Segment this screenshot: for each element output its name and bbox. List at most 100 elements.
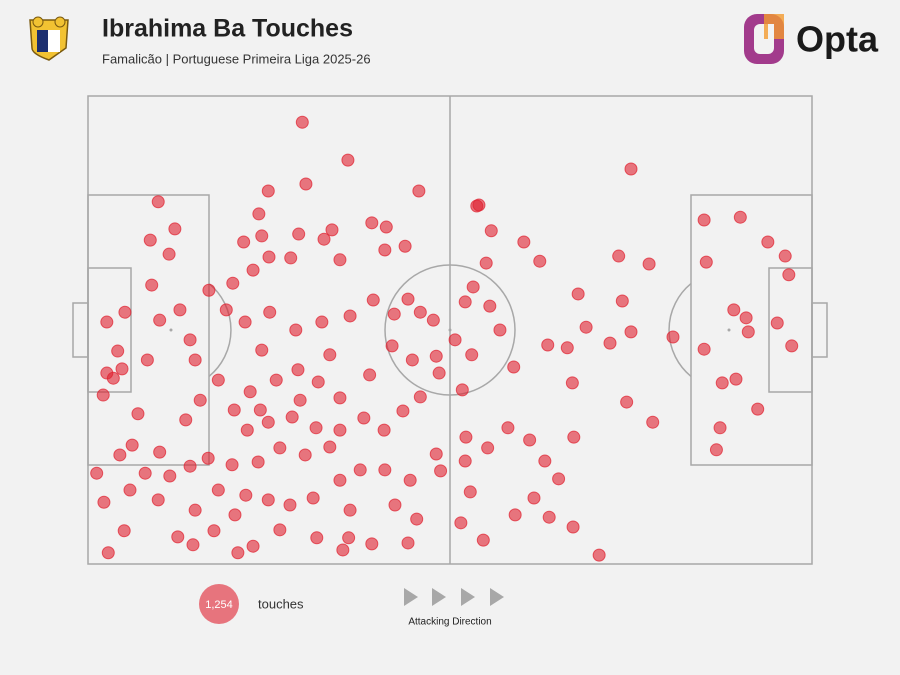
touch-point bbox=[413, 390, 427, 404]
touch-point bbox=[125, 438, 139, 452]
touch-point bbox=[311, 375, 325, 389]
touch-point bbox=[401, 536, 415, 550]
touch-point bbox=[413, 305, 427, 319]
touch-point bbox=[472, 198, 486, 212]
touch-point bbox=[624, 325, 638, 339]
touch-point bbox=[273, 441, 287, 455]
touch-point bbox=[261, 493, 275, 507]
touch-point bbox=[697, 342, 711, 356]
touch-point bbox=[101, 546, 115, 560]
touch-point bbox=[541, 338, 555, 352]
touch-point bbox=[289, 323, 303, 337]
pitch bbox=[72, 95, 828, 565]
touch-point bbox=[298, 448, 312, 462]
touch-point bbox=[398, 239, 412, 253]
touch-point bbox=[479, 256, 493, 270]
touch-point bbox=[481, 441, 495, 455]
touch-point bbox=[741, 325, 755, 339]
touch-point bbox=[432, 366, 446, 380]
touch-point bbox=[283, 498, 297, 512]
touch-point bbox=[263, 305, 277, 319]
touch-point bbox=[493, 323, 507, 337]
total-marker bbox=[199, 584, 239, 624]
touch-point bbox=[484, 224, 498, 238]
touch-point bbox=[261, 415, 275, 429]
touch-point bbox=[243, 385, 257, 399]
touch-point bbox=[228, 508, 242, 522]
touch-point bbox=[131, 407, 145, 421]
touch-point bbox=[293, 393, 307, 407]
touch-point bbox=[483, 299, 497, 313]
touch-point bbox=[592, 548, 606, 562]
touch-point bbox=[269, 373, 283, 387]
touch-point bbox=[709, 443, 723, 457]
touch-point bbox=[666, 330, 680, 344]
touch-point bbox=[211, 483, 225, 497]
touch-point bbox=[237, 235, 251, 249]
touch-point bbox=[565, 376, 579, 390]
touch-point bbox=[151, 493, 165, 507]
touch-point bbox=[727, 303, 741, 317]
touch-point bbox=[183, 333, 197, 347]
touch-point bbox=[429, 447, 443, 461]
touch-point bbox=[317, 232, 331, 246]
touch-point bbox=[343, 309, 357, 323]
touch-point bbox=[299, 177, 313, 191]
club-badge bbox=[29, 16, 69, 61]
touch-point bbox=[770, 316, 784, 330]
touch-point bbox=[201, 451, 215, 465]
touch-point bbox=[117, 524, 131, 538]
touch-point bbox=[310, 531, 324, 545]
touch-point bbox=[168, 222, 182, 236]
subtitle: Famalicão | Portuguese Primeira Liga 202… bbox=[102, 51, 371, 66]
touch-point bbox=[365, 537, 379, 551]
touch-point bbox=[106, 371, 120, 385]
touch-point bbox=[255, 229, 269, 243]
touch-point bbox=[560, 341, 574, 355]
touch-point bbox=[111, 344, 125, 358]
touch-point bbox=[733, 210, 747, 224]
touch-point bbox=[123, 483, 137, 497]
touch-point bbox=[333, 473, 347, 487]
touch-point bbox=[387, 307, 401, 321]
touch-point bbox=[713, 421, 727, 435]
touch-point bbox=[385, 339, 399, 353]
brand-name: Opta bbox=[796, 19, 879, 60]
touch-point bbox=[333, 391, 347, 405]
touch-point bbox=[785, 339, 799, 353]
touch-point bbox=[434, 464, 448, 478]
touch-point bbox=[378, 243, 392, 257]
touch-point bbox=[262, 250, 276, 264]
touch-point bbox=[476, 533, 490, 547]
touch-point bbox=[240, 423, 254, 437]
touch-point bbox=[365, 216, 379, 230]
touch-point bbox=[179, 413, 193, 427]
touch-point bbox=[508, 508, 522, 522]
touch-point bbox=[211, 373, 225, 387]
touch-point bbox=[761, 235, 775, 249]
touch-point bbox=[353, 463, 367, 477]
total-caption: touches bbox=[258, 596, 304, 611]
touch-point bbox=[533, 254, 547, 268]
touch-point bbox=[566, 520, 580, 534]
touch-point bbox=[90, 466, 104, 480]
touch-point bbox=[115, 362, 129, 376]
touch-point bbox=[138, 466, 152, 480]
touch-point bbox=[261, 184, 275, 198]
touch-point bbox=[388, 498, 402, 512]
touch-point bbox=[183, 459, 197, 473]
touch-point bbox=[186, 538, 200, 552]
touch-point bbox=[255, 343, 269, 357]
touch-point bbox=[323, 348, 337, 362]
touch-point bbox=[579, 320, 593, 334]
touch-point bbox=[571, 287, 585, 301]
touch-point bbox=[295, 115, 309, 129]
touch-point bbox=[145, 278, 159, 292]
direction-arrows bbox=[404, 588, 504, 606]
total-label: 1,254 bbox=[205, 599, 233, 611]
touch-point bbox=[517, 235, 531, 249]
touch-point bbox=[336, 543, 350, 557]
touch-point bbox=[315, 315, 329, 329]
touch-point bbox=[426, 313, 440, 327]
